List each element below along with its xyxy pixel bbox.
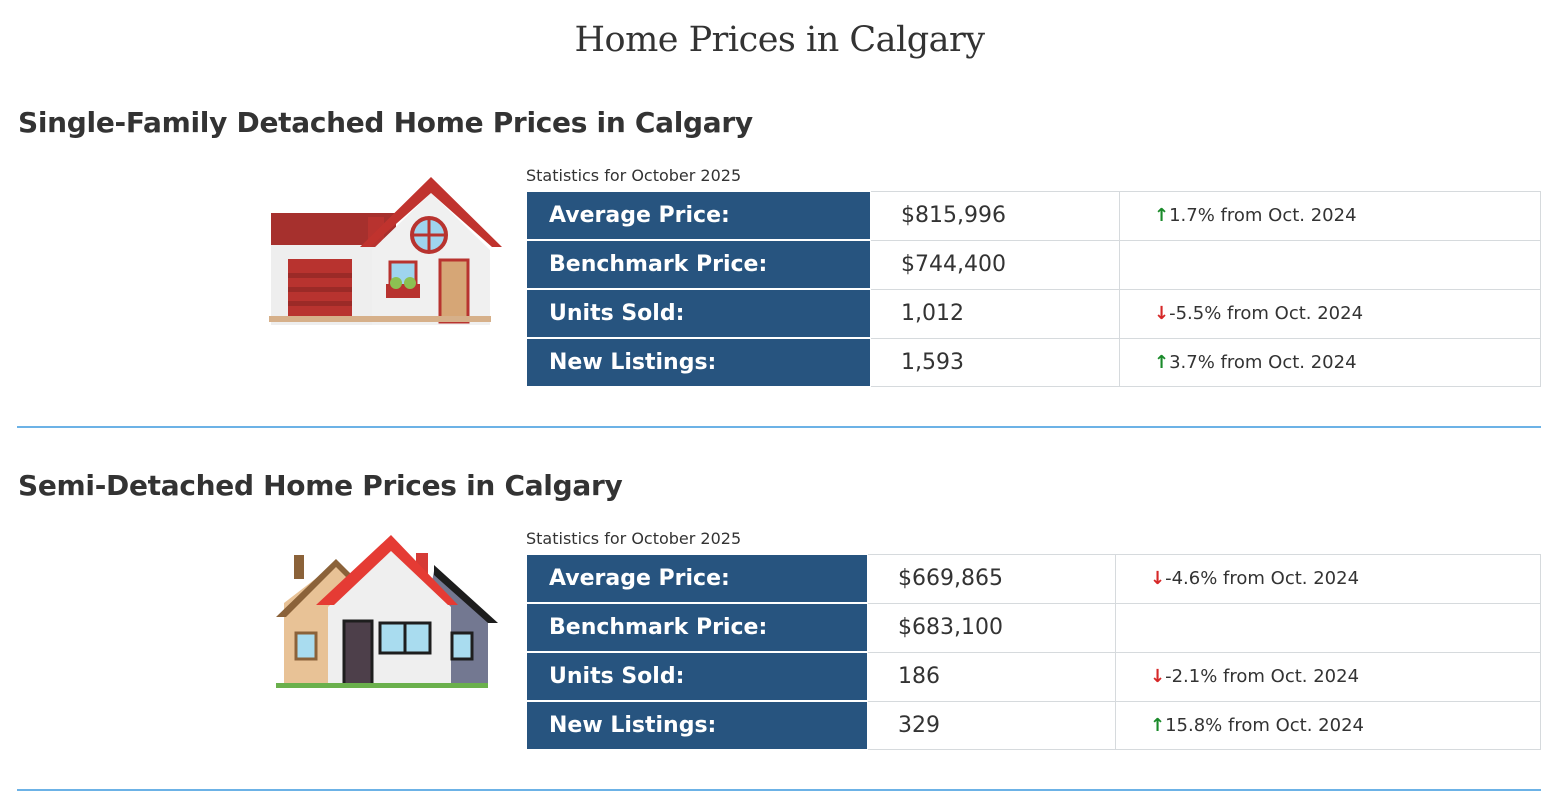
row-value: 186	[867, 651, 1116, 702]
row-value: $744,400	[870, 239, 1120, 290]
page-title: Home Prices in Calgary	[574, 20, 985, 60]
row-value: 1,012	[870, 288, 1120, 339]
arrow-up-icon: ↑	[1154, 351, 1170, 373]
section-divider	[17, 789, 1541, 791]
arrow-down-icon: ↓	[1150, 666, 1166, 687]
change-text: -2.1% from Oct. 2024	[1165, 666, 1360, 687]
section-heading-semi: Semi-Detached Home Prices in Calgary	[18, 469, 623, 502]
row-value: 1,593	[870, 337, 1120, 387]
row-label: Units Sold:	[526, 651, 868, 702]
stats-table-detached: Average Price: $815,996 ↑1.7% from Oct. …	[526, 190, 1541, 387]
section-heading-detached: Single-Family Detached Home Prices in Ca…	[18, 106, 753, 139]
arrow-up-icon: ↑	[1154, 205, 1170, 226]
section-divider	[17, 426, 1541, 428]
row-label: Average Price:	[526, 553, 868, 604]
row-change	[1115, 602, 1541, 653]
row-label: New Listings:	[526, 700, 868, 750]
detached-house-illustration	[269, 177, 502, 325]
row-change: ↑1.7% from Oct. 2024	[1119, 190, 1541, 241]
change-text: 1.7% from Oct. 2024	[1169, 205, 1357, 226]
stats-table-semi: Average Price: $669,865 ↓-4.6% from Oct.…	[526, 553, 1541, 750]
table-row: Units Sold: 1,012 ↓-5.5% from Oct. 2024	[526, 288, 1541, 339]
change-text: 15.8% from Oct. 2024	[1165, 714, 1364, 736]
row-value: $815,996	[870, 190, 1120, 241]
row-label: Benchmark Price:	[526, 239, 871, 290]
table-row: New Listings: 1,593 ↑3.7% from Oct. 2024	[526, 337, 1541, 387]
row-value: 329	[867, 700, 1116, 750]
row-change: ↑3.7% from Oct. 2024	[1119, 337, 1541, 387]
row-label: New Listings:	[526, 337, 871, 387]
row-change: ↓-5.5% from Oct. 2024	[1119, 288, 1541, 339]
table-row: New Listings: 329 ↑15.8% from Oct. 2024	[526, 700, 1541, 750]
arrow-up-icon: ↑	[1150, 714, 1166, 736]
change-text: 3.7% from Oct. 2024	[1169, 351, 1357, 373]
row-change: ↑15.8% from Oct. 2024	[1115, 700, 1541, 750]
row-change	[1119, 239, 1541, 290]
row-label: Benchmark Price:	[526, 602, 868, 653]
stats-caption: Statistics for October 2025	[526, 166, 742, 185]
table-row: Units Sold: 186 ↓-2.1% from Oct. 2024	[526, 651, 1541, 702]
row-label: Units Sold:	[526, 288, 871, 339]
table-row: Average Price: $815,996 ↑1.7% from Oct. …	[526, 190, 1541, 241]
table-row: Benchmark Price: $683,100	[526, 602, 1541, 653]
semi-detached-house-illustration	[276, 535, 498, 688]
table-row: Average Price: $669,865 ↓-4.6% from Oct.…	[526, 553, 1541, 604]
row-label: Average Price:	[526, 190, 871, 241]
row-change: ↓-4.6% from Oct. 2024	[1115, 553, 1541, 604]
row-change: ↓-2.1% from Oct. 2024	[1115, 651, 1541, 702]
table-row: Benchmark Price: $744,400	[526, 239, 1541, 290]
arrow-down-icon: ↓	[1150, 568, 1166, 589]
arrow-down-icon: ↓	[1154, 303, 1170, 324]
change-text: -4.6% from Oct. 2024	[1165, 568, 1360, 589]
stats-caption: Statistics for October 2025	[526, 529, 742, 548]
change-text: -5.5% from Oct. 2024	[1169, 303, 1364, 324]
row-value: $669,865	[867, 553, 1116, 604]
row-value: $683,100	[867, 602, 1116, 653]
